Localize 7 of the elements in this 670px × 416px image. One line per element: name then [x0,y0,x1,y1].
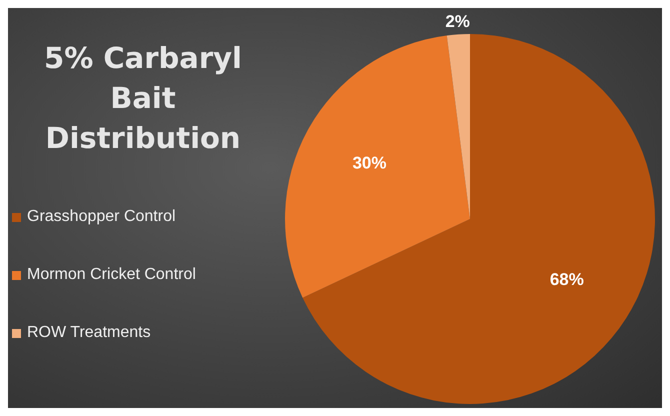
legend-label: ROW Treatments [27,324,151,342]
legend-label: Mormon Cricket Control [27,266,196,284]
data-label: 30% [352,153,387,172]
data-label: 68% [550,270,584,290]
legend-label: Grasshopper Control [27,208,176,226]
text: 5% Carbaryl Bait Distribution [43,40,243,157]
data-label: 2% [445,12,470,32]
